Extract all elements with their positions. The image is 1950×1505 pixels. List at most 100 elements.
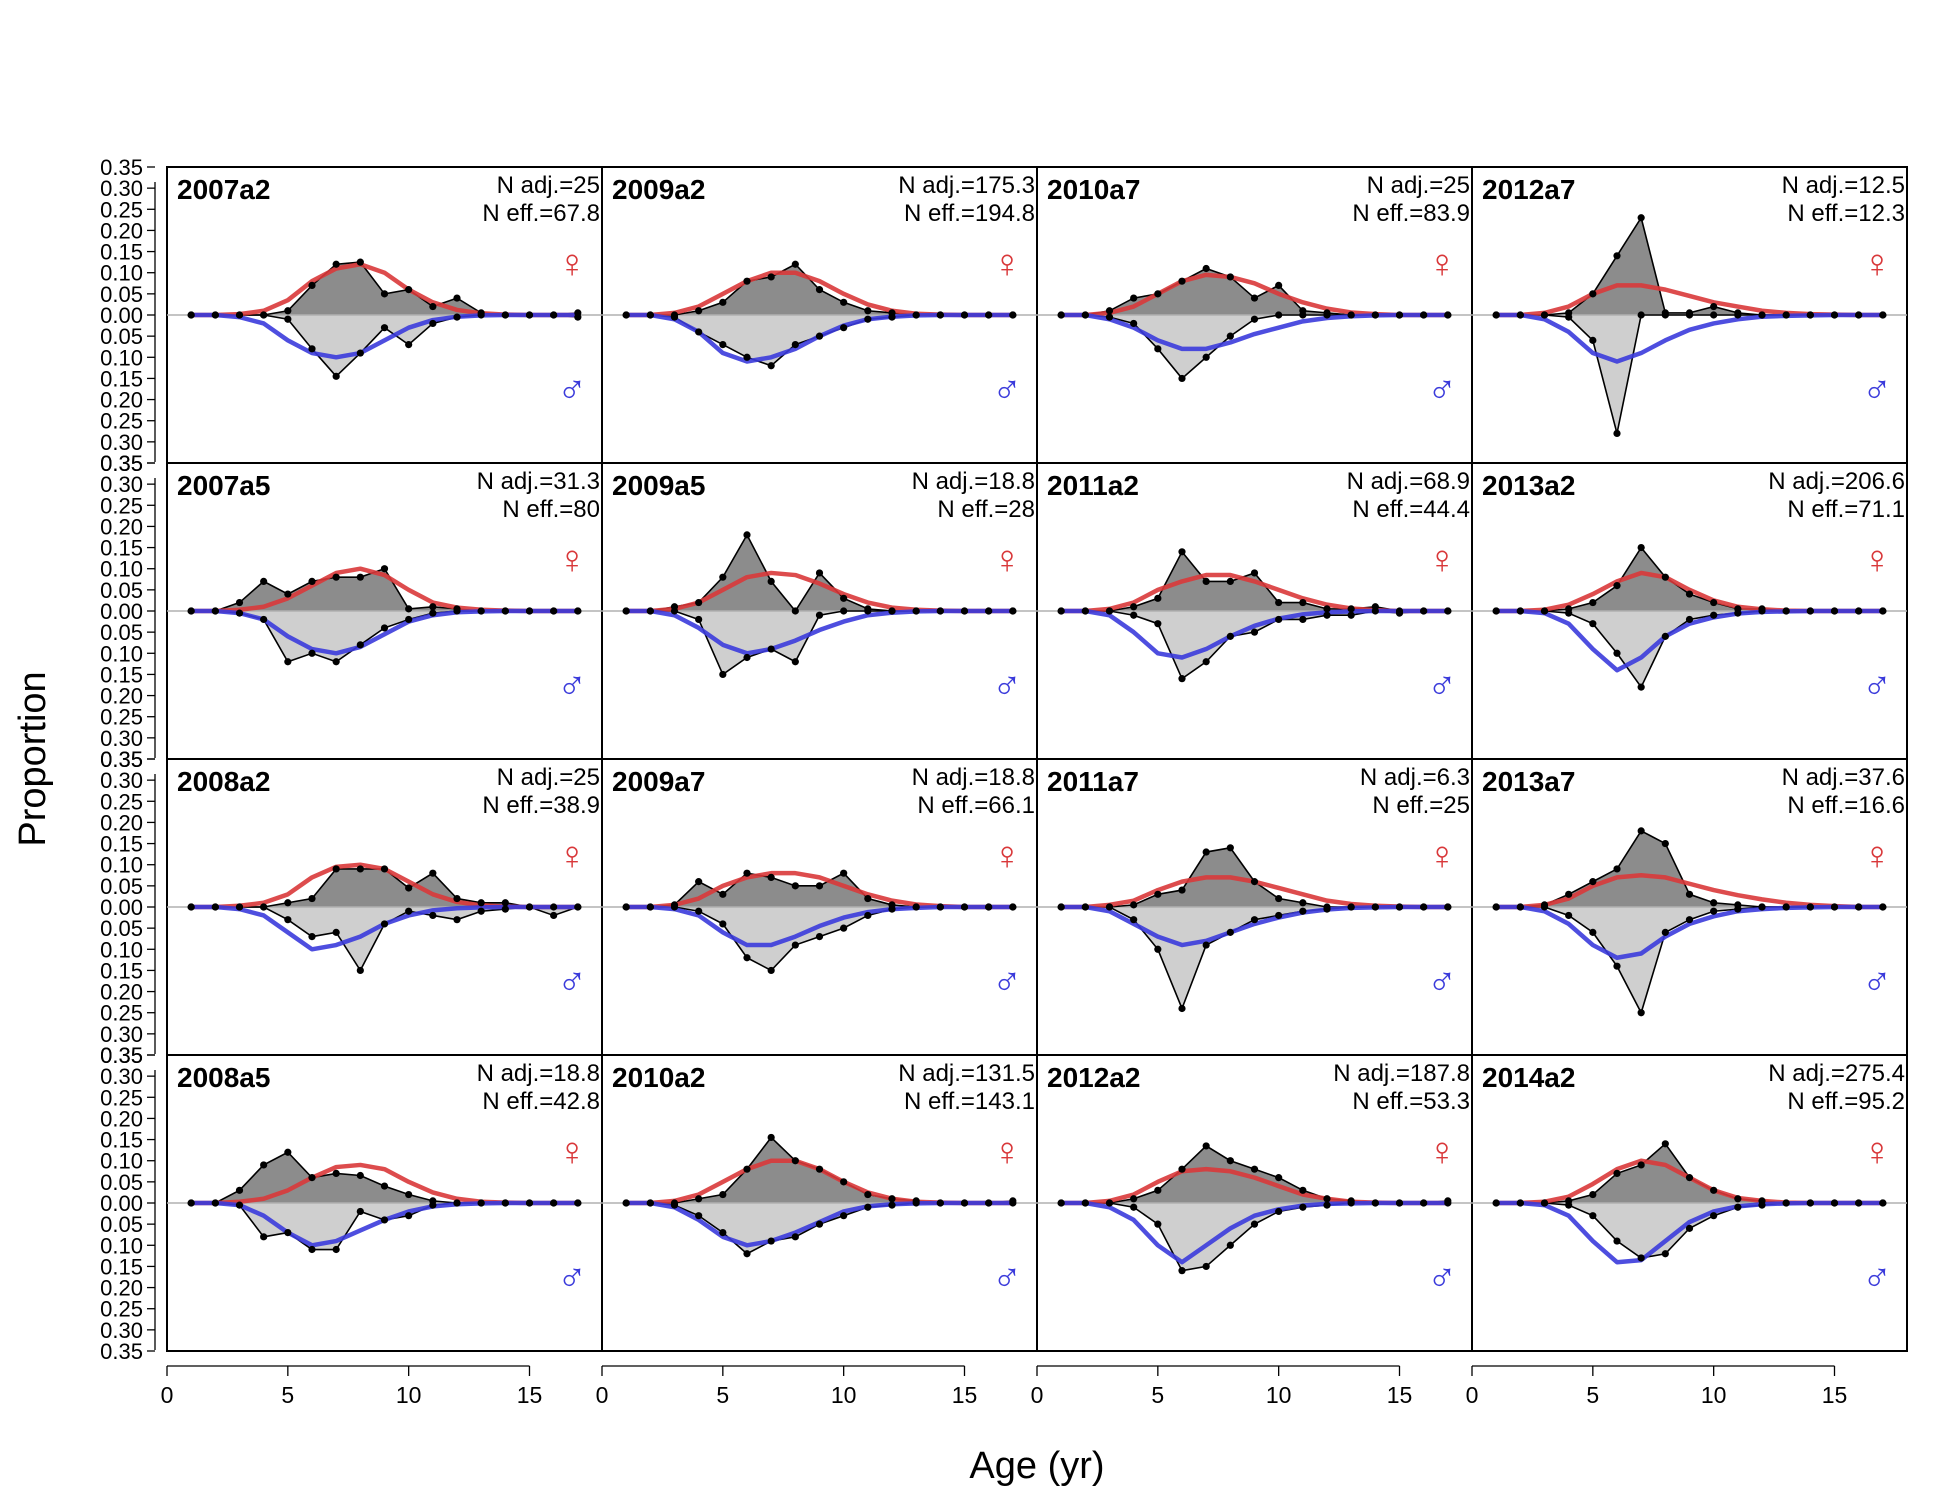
y-tick-label: 0.10: [100, 1149, 143, 1174]
panel-2013a2: 2013a2 N adj.=206.6N eff.=71.1 ♀ ♂: [1472, 468, 1907, 708]
y-tick-label: 0.35: [100, 1043, 143, 1068]
y-tick-label: 0.25: [100, 1001, 143, 1026]
y-tick-label: 0.05: [100, 916, 143, 941]
male-observed-point: [187, 607, 195, 615]
male-observed-area: [626, 611, 1013, 675]
male-observed-point: [1347, 1199, 1355, 1207]
male-observed-point: [670, 607, 679, 615]
female-observed-point: [719, 1190, 727, 1199]
female-observed-point: [284, 1148, 292, 1156]
male-observed-point: [380, 1216, 389, 1224]
male-observed-point: [429, 1201, 437, 1209]
male-observed-point: [477, 311, 485, 319]
female-observed-point: [1734, 1195, 1742, 1203]
female-observed-point: [1202, 577, 1210, 586]
female-observed-point: [815, 286, 824, 294]
female-observed-point: [1589, 290, 1597, 298]
panel-label: 2013a7: [1482, 766, 1575, 797]
n-eff-label: N eff.=67.8: [482, 200, 600, 227]
y-tick-label: 0.30: [100, 1318, 143, 1343]
male-observed-point: [1710, 907, 1718, 915]
male-observed-point: [888, 607, 896, 615]
male-observed-point: [743, 353, 751, 361]
male-observed-point: [1081, 311, 1089, 319]
y-axis: 0.350.300.250.200.150.100.050.000.050.10…: [100, 1043, 156, 1364]
male-observed-point: [308, 649, 316, 657]
female-observed-point: [1613, 252, 1621, 260]
male-observed-point: [1275, 615, 1283, 624]
x-tick-label: 0: [1466, 1382, 1479, 1408]
male-observed-point: [912, 311, 920, 319]
male-observed-point: [477, 907, 485, 915]
female-observed-point: [1589, 878, 1597, 886]
male-symbol-icon: ♂: [1862, 960, 1892, 1004]
male-observed-point: [1323, 311, 1331, 319]
male-observed-point: [1637, 1009, 1645, 1017]
female-observed-point: [743, 531, 751, 539]
n-eff-label: N eff.=53.3: [1352, 1088, 1470, 1115]
male-observed-point: [791, 658, 799, 666]
male-observed-point: [840, 924, 848, 932]
male-observed-point: [960, 903, 969, 911]
female-observed-point: [815, 569, 824, 577]
female-observed-point: [1710, 302, 1718, 311]
male-observed-point: [767, 1237, 775, 1245]
male-observed-point: [1444, 607, 1452, 615]
y-tick-label: 0.30: [100, 472, 143, 497]
panel-2010a7: 2010a7 N adj.=25N eff.=83.9 ♀ ♂: [1037, 172, 1472, 412]
male-observed-point: [501, 607, 509, 615]
male-observed-point: [1685, 311, 1694, 319]
male-observed-point: [1516, 1199, 1524, 1207]
panel-2011a7: 2011a7 N adj.=6.3N eff.=25 ♀ ♂: [1037, 764, 1472, 1013]
x-axis: 0 5 10 15: [1031, 1365, 1413, 1408]
male-observed-point: [1589, 336, 1597, 344]
male-expected-line: [1496, 312, 1883, 364]
female-observed-point: [1565, 890, 1573, 898]
y-tick-label: 0.20: [100, 514, 143, 539]
female-observed-area: [191, 868, 578, 907]
panel-2008a5: 2008a5 N adj.=18.8N eff.=42.8 ♀ ♂: [167, 1060, 602, 1300]
male-observed-point: [1009, 903, 1017, 911]
female-observed-point: [308, 281, 316, 289]
male-observed-point: [1226, 632, 1234, 640]
male-observed-point: [1879, 903, 1887, 911]
male-observed-point: [1806, 607, 1814, 615]
male-observed-point: [1323, 611, 1331, 619]
female-symbol-icon: ♀: [1427, 1130, 1457, 1174]
male-observed-point: [574, 607, 582, 615]
female-observed-point: [1661, 839, 1669, 848]
panel-label: 2011a7: [1047, 766, 1139, 797]
male-observed-point: [1685, 916, 1694, 924]
male-observed-point: [405, 907, 413, 915]
male-observed-point: [622, 311, 630, 319]
male-observed-point: [1758, 1201, 1766, 1209]
x-tick-label: 15: [1387, 1382, 1413, 1408]
male-observed-point: [1105, 1199, 1114, 1207]
n-eff-label: N eff.=71.1: [1787, 496, 1905, 523]
female-observed-point: [550, 903, 558, 911]
female-observed-point: [380, 865, 389, 873]
male-observed-point: [1540, 903, 1549, 911]
male-observed-point: [1081, 903, 1089, 911]
n-eff-label: N eff.=66.1: [917, 792, 1035, 819]
female-observed-point: [1613, 1169, 1621, 1177]
female-observed-point: [840, 298, 848, 306]
female-observed-point: [380, 565, 389, 573]
male-symbol-icon: ♂: [1862, 1256, 1892, 1300]
female-observed-area: [1496, 547, 1883, 611]
female-observed-point: [308, 894, 316, 903]
male-observed-point: [815, 332, 824, 340]
female-observed-point: [1275, 281, 1283, 289]
male-observed-point: [1444, 311, 1452, 319]
female-observed-point: [1250, 294, 1259, 302]
male-observed-point: [574, 903, 582, 911]
male-observed-point: [1855, 607, 1863, 615]
male-observed-point: [1855, 903, 1863, 911]
male-observed-point: [791, 341, 799, 349]
male-observed-point: [501, 905, 509, 913]
y-tick-label: 0.15: [100, 366, 143, 391]
panel-label: 2012a7: [1482, 174, 1575, 205]
male-observed-point: [1178, 1267, 1186, 1275]
